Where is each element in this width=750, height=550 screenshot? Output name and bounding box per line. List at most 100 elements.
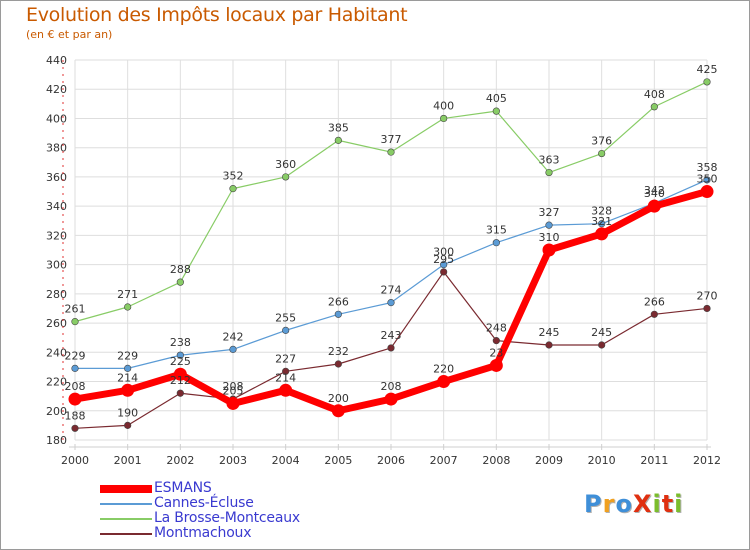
data-point-montmachoux-2008 — [492, 337, 500, 345]
y-tick-label-320: 320 — [46, 229, 67, 242]
data-point-la-brosse-montceaux-2011 — [650, 103, 658, 111]
data-label-cannes-cluse-2006: 274 — [381, 284, 402, 297]
data-point-esmans-2012 — [700, 185, 714, 199]
data-point-esmans-2006 — [384, 392, 398, 406]
x-tick-label-2000: 2000 — [61, 454, 89, 467]
data-label-montmachoux-2010: 245 — [591, 326, 612, 339]
data-label-esmans-2002: 225 — [170, 355, 191, 368]
data-label-esmans-2003: 205 — [223, 384, 244, 397]
data-point-la-brosse-montceaux-2008 — [492, 107, 500, 115]
logo-letter: P — [584, 490, 603, 518]
data-point-la-brosse-montceaux-2009 — [545, 168, 553, 177]
data-label-cannes-cluse-2002: 238 — [170, 336, 191, 349]
chart-title: Evolution des Impôts locaux par Habitant — [26, 4, 408, 26]
data-label-esmans-2004: 214 — [275, 371, 296, 384]
data-point-cannes-cluse-2009 — [545, 221, 553, 229]
legend-swatch-esmans — [100, 485, 152, 493]
data-label-cannes-cluse-2001: 229 — [117, 349, 138, 362]
data-point-cannes-cluse-2001 — [124, 364, 132, 372]
y-tick-label-240: 240 — [46, 346, 67, 359]
logo-letter: i — [652, 490, 662, 518]
data-label-esmans-2001: 214 — [117, 371, 138, 384]
data-label-esmans-2012: 350 — [697, 173, 718, 186]
y-tick-label-360: 360 — [46, 171, 67, 184]
data-point-montmachoux-2002 — [176, 389, 184, 397]
y-tick-label-300: 300 — [46, 259, 67, 272]
y-tick-label-400: 400 — [46, 112, 67, 125]
data-point-cannes-cluse-2002 — [176, 351, 184, 359]
x-tick-label-2011: 2011 — [640, 454, 668, 467]
logo-letter: X — [632, 490, 653, 518]
x-tick-label-2003: 2003 — [219, 454, 247, 467]
data-point-esmans-2010 — [595, 227, 609, 241]
y-tick-label-200: 200 — [46, 405, 67, 418]
data-point-cannes-cluse-2004 — [282, 326, 290, 334]
data-label-esmans-2006: 208 — [381, 380, 402, 393]
data-label-cannes-cluse-2003: 242 — [223, 330, 244, 343]
x-tick-label-2010: 2010 — [588, 454, 616, 467]
data-point-la-brosse-montceaux-2003 — [229, 185, 237, 193]
data-label-la-brosse-montceaux-2011: 408 — [644, 88, 665, 101]
data-point-montmachoux-2006 — [387, 344, 395, 352]
data-point-la-brosse-montceaux-2010 — [598, 149, 606, 158]
data-label-montmachoux-2000: 188 — [65, 409, 86, 422]
data-point-la-brosse-montceaux-2005 — [334, 136, 342, 144]
data-label-montmachoux-2006: 243 — [381, 329, 402, 342]
data-label-la-brosse-montceaux-2012: 425 — [697, 63, 718, 76]
y-tick-label-260: 260 — [46, 317, 67, 330]
logo-letter: r — [602, 490, 616, 518]
y-tick-label-340: 340 — [46, 200, 67, 213]
data-point-montmachoux-2004 — [282, 367, 290, 375]
x-tick-label-2005: 2005 — [324, 454, 352, 467]
x-tick-label-2001: 2001 — [114, 454, 142, 467]
data-point-montmachoux-2010 — [598, 341, 606, 349]
data-label-montmachoux-2009: 245 — [539, 326, 560, 339]
data-label-la-brosse-montceaux-2008: 405 — [486, 92, 507, 105]
data-label-cannes-cluse-2009: 327 — [539, 206, 560, 219]
data-label-esmans-2005: 200 — [328, 392, 349, 405]
data-point-cannes-cluse-2012 — [703, 176, 711, 184]
logo-letter: t — [661, 490, 675, 518]
data-label-cannes-cluse-2008: 315 — [486, 224, 507, 237]
legend-label-montmachoux: Montmachoux — [154, 525, 252, 541]
x-tick-label-2012: 2012 — [693, 454, 721, 467]
data-label-la-brosse-montceaux-2005: 385 — [328, 121, 349, 134]
data-label-la-brosse-montceaux-2007: 400 — [433, 99, 454, 112]
data-label-la-brosse-montceaux-2003: 352 — [223, 170, 244, 183]
y-tick-label-440: 440 — [46, 54, 67, 67]
y-tick-label-420: 420 — [46, 83, 67, 96]
data-point-esmans-2009 — [542, 243, 556, 257]
data-point-cannes-cluse-2005 — [334, 310, 342, 318]
data-label-esmans-2011: 340 — [644, 187, 665, 200]
legend-label-cannes-ecluse: Cannes-Écluse — [154, 495, 254, 511]
data-label-montmachoux-2007: 295 — [433, 253, 454, 266]
logo-letter: o — [615, 490, 633, 518]
data-label-montmachoux-2001: 190 — [117, 406, 138, 419]
data-point-la-brosse-montceaux-2004 — [282, 173, 290, 181]
x-tick-label-2004: 2004 — [272, 454, 300, 467]
data-point-montmachoux-2005 — [334, 360, 342, 368]
data-point-esmans-2001 — [121, 383, 135, 397]
data-label-esmans-2000: 208 — [65, 380, 86, 393]
data-point-esmans-2007 — [437, 375, 451, 389]
y-tick-label-380: 380 — [46, 142, 67, 155]
data-point-esmans-2003 — [226, 396, 240, 410]
x-tick-label-2008: 2008 — [482, 454, 510, 467]
data-label-montmachoux-2004: 227 — [275, 352, 296, 365]
legend-swatch-cannes-ecluse — [100, 503, 152, 505]
data-point-la-brosse-montceaux-2012 — [703, 78, 711, 86]
data-point-cannes-cluse-2003 — [229, 345, 237, 353]
data-label-montmachoux-2012: 270 — [697, 289, 718, 302]
data-point-cannes-cluse-2006 — [387, 299, 395, 307]
data-point-montmachoux-2012 — [703, 304, 711, 313]
x-tick-label-2007: 2007 — [430, 454, 458, 467]
data-point-esmans-2002 — [173, 367, 187, 381]
data-label-cannes-cluse-2012: 358 — [697, 161, 718, 174]
x-tick-label-2006: 2006 — [377, 454, 405, 467]
y-tick-label-220: 220 — [46, 376, 67, 389]
data-point-montmachoux-2001 — [124, 421, 132, 429]
data-label-esmans-2007: 220 — [433, 363, 454, 376]
data-point-cannes-cluse-2010 — [598, 220, 606, 228]
data-label-cannes-cluse-2007: 300 — [433, 246, 454, 259]
data-point-montmachoux-2007 — [440, 268, 448, 276]
